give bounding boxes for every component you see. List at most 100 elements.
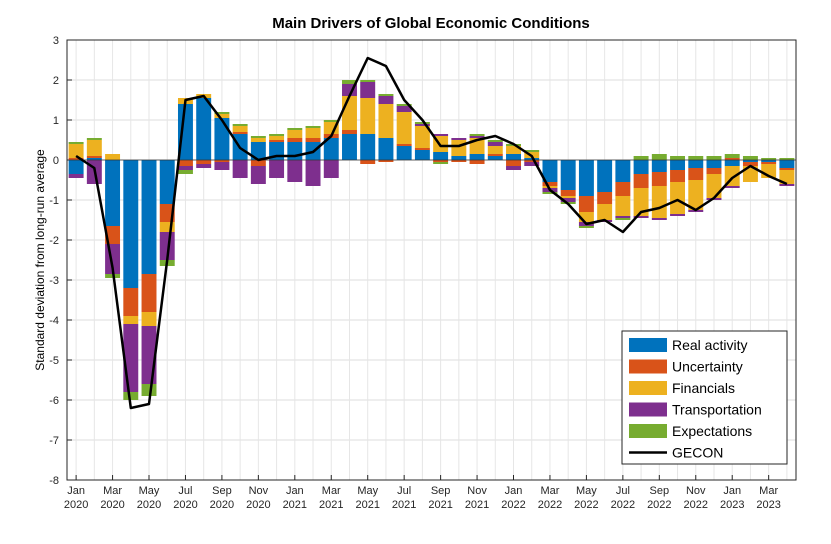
x-tick-year: 2022 [538, 499, 562, 511]
x-tick-month: May [357, 485, 378, 497]
bar-transportation [560, 198, 576, 202]
bar-real-activity [597, 160, 613, 192]
bar-financials [615, 196, 631, 216]
x-tick-month: Sep [650, 485, 670, 497]
bar-expectations [670, 156, 686, 160]
bar-financials [269, 136, 285, 140]
y-tick-label: -5 [49, 355, 59, 367]
bar-transportation [469, 136, 485, 138]
x-tick-month: Jul [616, 485, 630, 497]
bar-real-activity [633, 160, 649, 174]
bar-uncertainty [761, 162, 777, 164]
bar-transportation [633, 216, 649, 218]
bar-financials [487, 146, 503, 154]
bar-uncertainty [451, 160, 467, 162]
bar-uncertainty [670, 170, 686, 182]
bar-uncertainty [469, 160, 485, 164]
bar-real-activity [560, 160, 576, 190]
bar-expectations [177, 170, 193, 174]
x-tick-year: 2022 [647, 499, 671, 511]
y-tick-label: 0 [53, 155, 59, 167]
bar-financials [305, 128, 321, 138]
bar-transportation [451, 138, 467, 140]
bar-real-activity [651, 160, 667, 172]
bar-expectations [742, 156, 758, 160]
bar-real-activity [469, 154, 485, 160]
y-tick-label: -2 [49, 235, 59, 247]
bar-uncertainty [506, 160, 521, 166]
bar-financials [287, 130, 303, 138]
bar-uncertainty [378, 160, 394, 162]
bar-real-activity [506, 154, 521, 160]
bar-expectations [342, 80, 357, 84]
x-tick-month: Sep [212, 485, 232, 497]
bar-transportation [506, 166, 521, 170]
bar-uncertainty [542, 182, 558, 186]
bar-financials [633, 188, 649, 216]
bar-expectations [86, 138, 102, 140]
bar-uncertainty [651, 172, 667, 186]
bar-expectations [214, 112, 230, 114]
x-tick-year: 2022 [611, 499, 635, 511]
bar-expectations [305, 126, 321, 128]
bar-financials [651, 186, 667, 218]
legend-label: Uncertainty [672, 359, 743, 375]
bar-transportation [177, 166, 193, 170]
bar-financials [779, 170, 795, 184]
bar-financials [542, 186, 558, 188]
bar-expectations [269, 134, 285, 136]
bar-uncertainty [433, 160, 449, 162]
bar-transportation [414, 124, 430, 126]
bar-uncertainty [524, 160, 540, 162]
gecon-line [75, 56, 788, 410]
bar-transportation [196, 164, 212, 168]
bar-expectations [433, 162, 449, 164]
bar-uncertainty [250, 160, 266, 166]
x-tick-year: 2021 [355, 499, 379, 511]
x-tick-month: Mar [322, 485, 341, 497]
bar-transportation [360, 82, 376, 98]
bar-real-activity [214, 118, 230, 160]
bar-uncertainty [214, 160, 230, 162]
x-tick-month: Jul [397, 485, 411, 497]
y-tick-label: 3 [53, 35, 59, 47]
x-tick-year: 2020 [137, 499, 161, 511]
bar-real-activity [360, 134, 376, 160]
bar-financials [688, 180, 704, 210]
bar-uncertainty [287, 138, 303, 142]
x-tick-year: 2021 [319, 499, 343, 511]
bar-financials [360, 98, 376, 134]
bar-uncertainty [578, 196, 594, 212]
legend-box [621, 330, 788, 465]
bar-financials [378, 104, 394, 138]
bar-real-activity [196, 98, 212, 160]
y-tick-label: -6 [49, 395, 59, 407]
legend-swatch [629, 424, 667, 438]
bar-expectations [141, 384, 157, 396]
bar-expectations [578, 226, 594, 228]
bar-financials [506, 146, 521, 154]
bar-real-activity [779, 160, 795, 168]
bar-financials [159, 222, 175, 232]
bar-transportation [214, 162, 230, 170]
bar-expectations [688, 156, 704, 160]
x-tick-year: 2020 [100, 499, 124, 511]
bar-expectations [633, 156, 649, 160]
bar-transportation [232, 160, 248, 178]
bar-expectations [396, 104, 412, 106]
bar-real-activity [724, 160, 740, 166]
bar-real-activity [105, 160, 121, 226]
x-tick-year: 2021 [392, 499, 416, 511]
x-tick-month: Jan [505, 485, 523, 497]
bar-expectations [724, 154, 740, 158]
x-tick-year: 2022 [684, 499, 708, 511]
bar-financials [706, 174, 722, 198]
bar-expectations [250, 136, 266, 138]
x-tick-month: May [576, 485, 597, 497]
bar-expectations [123, 392, 139, 400]
bar-expectations [651, 154, 667, 160]
x-tick-month: Sep [431, 485, 451, 497]
chart-title: Main Drivers of Global Economic Conditio… [272, 15, 590, 32]
x-tick-month: Mar [759, 485, 778, 497]
